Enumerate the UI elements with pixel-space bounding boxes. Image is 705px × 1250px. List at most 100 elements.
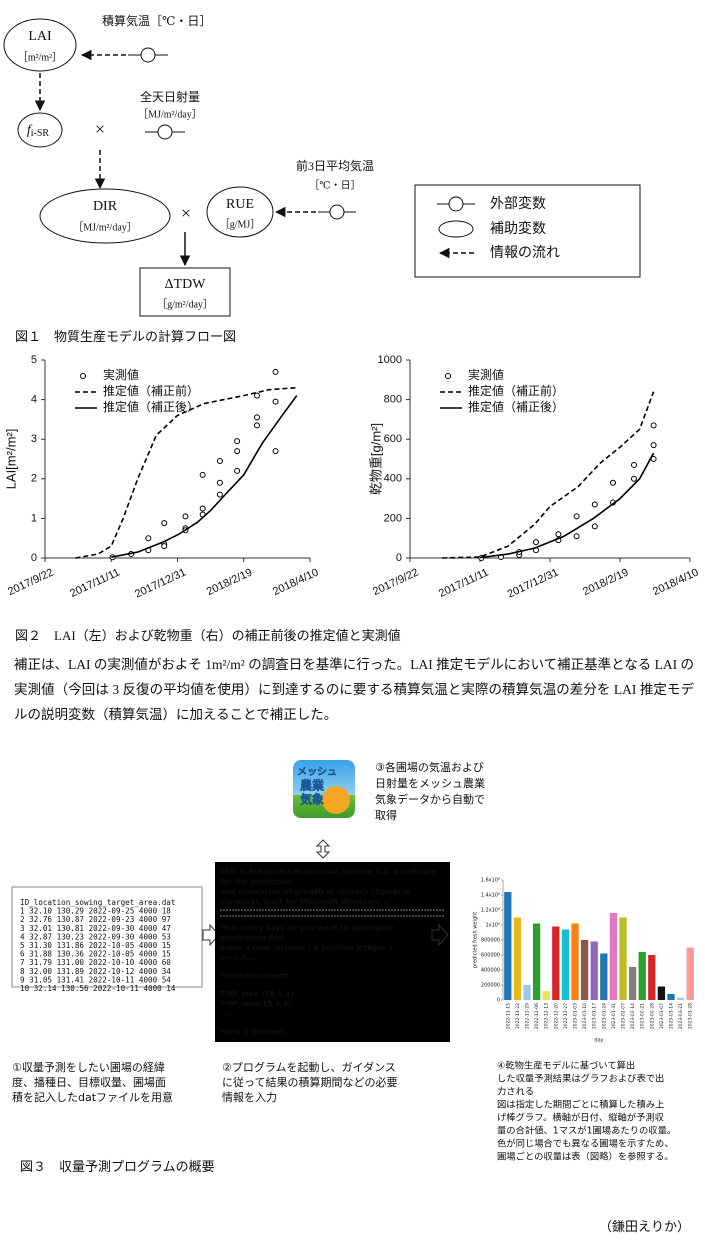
data-point — [555, 531, 562, 538]
bar — [513, 917, 522, 1000]
legend-ellipse — [438, 220, 474, 238]
step3-line: 気象データから自動で — [375, 792, 485, 806]
file-line: 8 32.00 131.89 2022-10-12 4000 34 — [20, 967, 171, 976]
console-line: TMP_mea(15,1,1) — [220, 999, 291, 1008]
step4-line: げ棒グラフ。横軸が日付、縦軸が予測収 — [497, 1112, 665, 1124]
step2-line: に従って結果の積算期間などの必要 — [222, 1075, 397, 1089]
legend-text: 情報の流れ — [490, 245, 560, 261]
data-point — [199, 505, 206, 512]
data-point — [254, 392, 260, 399]
symbol: f — [27, 123, 33, 138]
x-tick-label: 2023-02-21 — [640, 1003, 646, 1029]
x-tick-label: 2023-02-28 — [649, 1003, 655, 1029]
node-unit: ［MJ/m²/day］ — [73, 221, 137, 233]
bar — [552, 926, 560, 1000]
node-rue — [206, 186, 274, 238]
series-line — [75, 386, 297, 559]
bar — [686, 947, 694, 1000]
y-tick-label: 800 — [384, 394, 402, 406]
caption: 図３ 収量予測プログラムの概要 — [20, 1159, 215, 1174]
series-line — [442, 391, 655, 559]
author: （鎌田えりか） — [599, 1219, 690, 1234]
console-line: and simulation of growth of spinach (Spi… — [220, 887, 409, 896]
node-fisr — [17, 112, 63, 148]
step3-line: ③各圃場の気温および — [375, 760, 484, 774]
file-line: 4 32.87 130.23 2022-09-30 4000 53 — [20, 932, 171, 941]
file-line: 7 31.79 131.00 2022-10-10 4000 60 — [20, 958, 171, 967]
bar — [571, 923, 579, 1000]
x-tick-label: 2017/9/22 — [6, 566, 55, 598]
y-tick-label: 1x10⁶ — [485, 923, 500, 929]
step4-line: 圃場ごとの収量は表（図略）を参照する。 — [497, 1151, 674, 1163]
bar — [561, 929, 570, 1000]
console-line: Prediction starts. — [220, 971, 292, 980]
console-line: TMP_mea (78,1,1) — [220, 989, 294, 998]
x-tick-label: 2018/4/10 — [271, 566, 320, 598]
y-tick-label: 400000 — [481, 968, 500, 974]
bar — [628, 967, 637, 1000]
arrow — [202, 923, 220, 947]
legend-label: 推定値（補正前） — [103, 383, 199, 398]
figure3: 0 200000 400000 600000 800000 1x10⁶ 1.2x10⁶ 1.4… — [11, 760, 694, 1163]
x-axis-title: day — [594, 1038, 603, 1044]
y-axis-title: 乾物重[g/m²] — [368, 423, 383, 495]
data-point — [631, 461, 637, 468]
caption: 図２ LAI（左）および乾物重（右）の補正前後の推定値と実測値 — [15, 628, 401, 643]
legend-box — [414, 184, 641, 278]
file-line: 6 31.88 130.36 2022-10-05 4000 15 — [20, 950, 171, 959]
data-point — [199, 471, 206, 478]
step4-line: 色が同じ場合でも異なる圃場を示すため、 — [497, 1138, 674, 1150]
step2-line: 情報を入力 — [222, 1091, 277, 1104]
figure1: LAI ［m²/m²］ 積算気温［℃・日］ fi-SR × 全天日射量 ［MJ/… — [3, 13, 641, 344]
file-line: 9 31.05 131.41 2022-10-11 4000 54 — [20, 975, 171, 984]
node-unit: ［g/MJ］ — [220, 218, 261, 230]
bar — [657, 986, 666, 1000]
arrow — [431, 923, 449, 947]
data-point — [234, 448, 241, 455]
file-box — [11, 886, 203, 988]
y-tick-label: 5 — [31, 354, 37, 366]
file-line: 3 32.01 130.81 2022-09-30 4000 47 — [20, 924, 171, 933]
bar — [532, 923, 541, 1000]
data-point — [272, 448, 279, 455]
y-tick-label: 1000 — [378, 354, 402, 366]
data-point — [161, 543, 168, 550]
x-tick-label: 2017/11/11 — [68, 566, 121, 599]
legend-label: 実測値 — [468, 367, 504, 382]
x-tick-label: 2022-11-22 — [515, 1003, 521, 1029]
legend-label: 実測値 — [103, 367, 139, 382]
data-point — [254, 422, 260, 429]
x-tick-label: 2023-03-28 — [688, 1003, 694, 1029]
legend-label: 推定値（補正前） — [468, 383, 564, 398]
step3-line: 取得 — [375, 809, 397, 822]
figure2: 0 1 2 3 4 5 2017/9/22 2017/11/11 2017/12/31 2018/… — [3, 354, 700, 601]
node-label: DIR — [93, 199, 118, 214]
step4-line: した収量予測結果はグラフおよび表で出 — [497, 1073, 664, 1085]
file-line: 10 32.14 130.56 2022-10-11 4000 14 — [20, 984, 176, 993]
y-tick-label: 0 — [497, 998, 500, 1004]
x-tick-label: 2022-12-06 — [534, 1003, 540, 1029]
series-line — [111, 395, 298, 558]
y-tick-label: 1.6x10⁶ — [481, 878, 500, 884]
y-axis-title: LAI[m²/m²] — [3, 429, 18, 490]
node-label: fi-SR — [27, 123, 50, 139]
x-tick-label: 2017/12/31 — [506, 566, 561, 600]
node-dir — [39, 188, 171, 244]
x-tick-label: 2023-01-17 — [592, 1003, 598, 1029]
x-tick-label: 2022-11-15 — [505, 1003, 511, 1029]
data-point — [650, 442, 657, 449]
x-tick-label: 2022-12-13 — [544, 1003, 550, 1029]
node-unit: ［g/m²/day］ — [157, 298, 213, 310]
data-point — [272, 368, 279, 375]
bar — [523, 985, 531, 1000]
y-tick-label: 1.4x10⁶ — [481, 893, 500, 899]
external-var — [437, 196, 475, 212]
y-tick-label: 1 — [31, 512, 37, 524]
y-axis-title: predicted fresh weight — [473, 912, 479, 968]
data-point — [650, 422, 657, 429]
input-label: 前3日平均気温 — [296, 158, 374, 173]
data-point — [631, 475, 637, 482]
step1-line: 積を記入したdatファイルを用意 — [12, 1090, 173, 1104]
data-point — [591, 501, 598, 508]
